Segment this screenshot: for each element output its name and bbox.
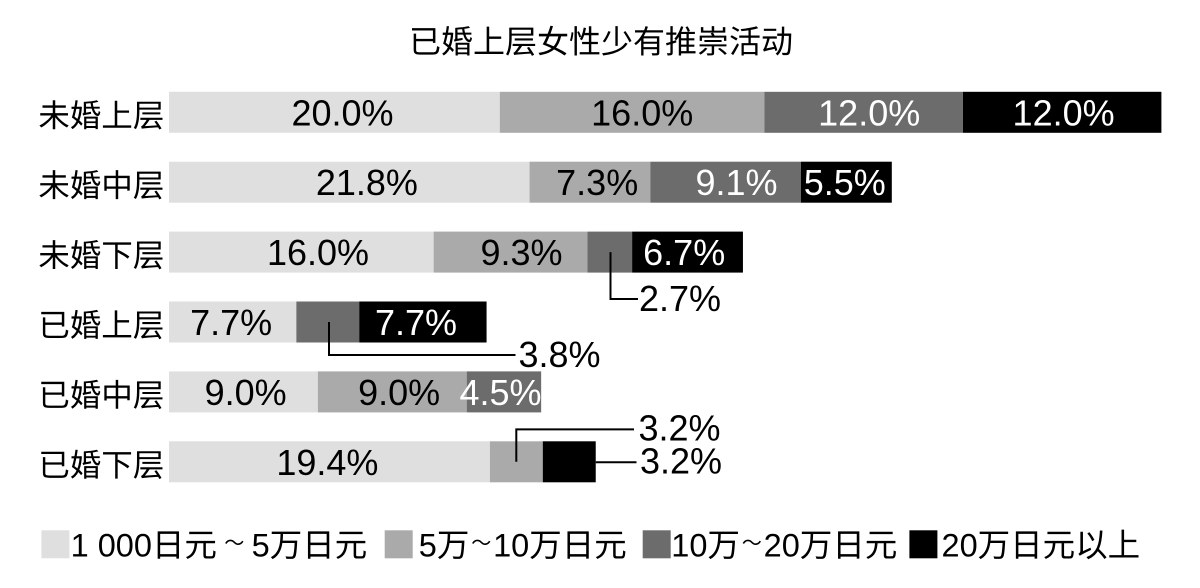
svg-text:7.3%: 7.3% [556, 162, 638, 203]
svg-text:7.7%: 7.7% [190, 302, 272, 343]
svg-text:9.3%: 9.3% [480, 232, 562, 273]
svg-text:3.2%: 3.2% [640, 440, 722, 481]
svg-text:7.7%: 7.7% [375, 302, 457, 343]
svg-text:5.5%: 5.5% [804, 162, 886, 203]
svg-text:2.7%: 2.7% [639, 278, 721, 319]
svg-text:16.0%: 16.0% [591, 92, 693, 133]
svg-text:21.8%: 21.8% [316, 162, 418, 203]
svg-text:5: 5 [252, 528, 270, 564]
svg-text:20: 20 [764, 528, 800, 564]
svg-text:1 000: 1 000 [71, 528, 152, 564]
svg-text:5: 5 [419, 528, 437, 564]
svg-text:10: 10 [671, 528, 707, 564]
svg-text:20: 20 [942, 528, 978, 564]
svg-text:3.2%: 3.2% [639, 408, 721, 449]
svg-text:10: 10 [493, 528, 529, 564]
svg-text:12.0%: 12.0% [1013, 92, 1115, 133]
svg-text:3.8%: 3.8% [519, 334, 601, 375]
svg-text:9.0%: 9.0% [358, 372, 440, 413]
svg-text:9.0%: 9.0% [205, 372, 287, 413]
svg-text:4.5%: 4.5% [459, 372, 541, 413]
svg-text:20.0%: 20.0% [291, 92, 393, 133]
svg-text:12.0%: 12.0% [818, 92, 920, 133]
svg-text:16.0%: 16.0% [267, 232, 369, 273]
svg-text:19.4%: 19.4% [276, 442, 378, 483]
svg-text:6.7%: 6.7% [643, 232, 725, 273]
svg-text:9.1%: 9.1% [695, 162, 777, 203]
